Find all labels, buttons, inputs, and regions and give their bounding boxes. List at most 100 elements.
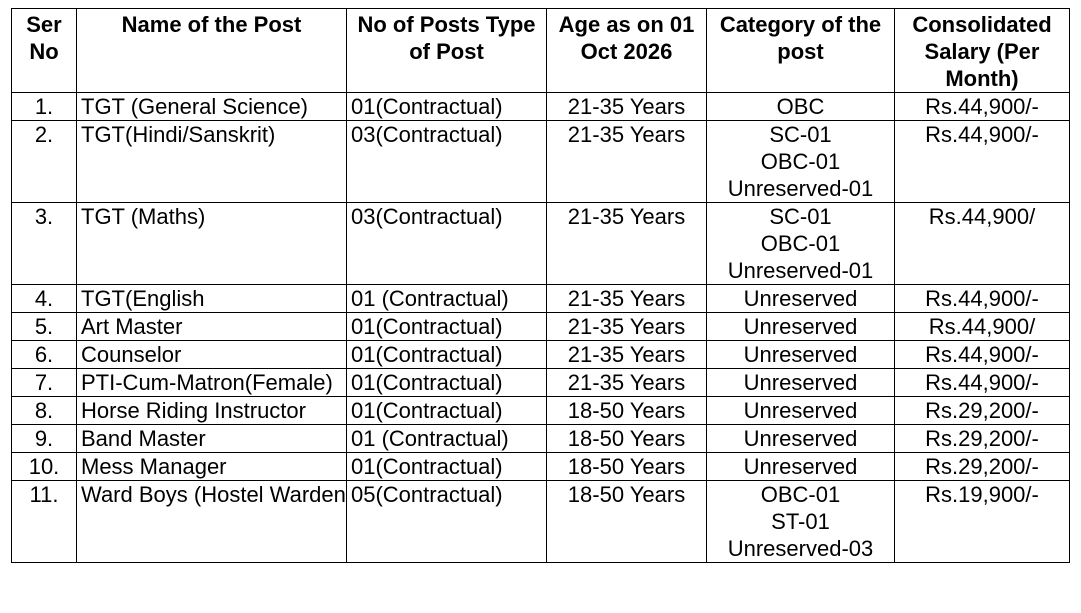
row-ser-no: 2. xyxy=(11,120,77,203)
category-line: Unreserved-01 xyxy=(727,176,874,201)
row-post-name: Mess Manager xyxy=(76,452,347,481)
row-salary: Rs.44,900/- xyxy=(894,92,1070,121)
row-category: Unreserved xyxy=(706,284,895,313)
row-post-name: TGT (General Science) xyxy=(76,92,347,121)
category-line: OBC-01 xyxy=(760,482,841,507)
table-row: 4. TGT(English 01 (Contractual) 21-35 Years… xyxy=(11,284,1070,313)
row-age: 21-35 Years xyxy=(546,120,707,203)
row-age: 21-35 Years xyxy=(546,92,707,121)
row-salary: Rs.29,200/- xyxy=(894,452,1070,481)
row-no-of-posts: 01(Contractual) xyxy=(346,452,547,481)
table-row: 5. Art Master 01(Contractual) 21-35 Years Un… xyxy=(11,312,1070,341)
row-salary: Rs.44,900/- xyxy=(894,340,1070,369)
row-ser-no: 10. xyxy=(11,452,77,481)
row-salary: Rs.44,900/- xyxy=(894,284,1070,313)
row-category: Unreserved xyxy=(706,452,895,481)
row-salary: Rs.29,200/- xyxy=(894,424,1070,453)
row-no-of-posts: 01(Contractual) xyxy=(346,368,547,397)
row-post-name: Band Master xyxy=(76,424,347,453)
category-line: Unreserved xyxy=(743,314,858,339)
header-post-name: Name of the Post xyxy=(76,8,347,93)
header-ser-no: Ser No xyxy=(11,8,77,93)
row-post-name: Horse Riding Instructor xyxy=(76,396,347,425)
header-no-of-posts: No of Posts Type of Post xyxy=(346,8,547,93)
row-ser-no: 5. xyxy=(11,312,77,341)
row-no-of-posts: 01(Contractual) xyxy=(346,312,547,341)
row-category: SC-01 OBC-01 Unreserved-01 xyxy=(706,202,895,285)
row-post-name: Counselor xyxy=(76,340,347,369)
row-no-of-posts: 03(Contractual) xyxy=(346,202,547,285)
row-age: 21-35 Years xyxy=(546,368,707,397)
row-salary: Rs.44,900/- xyxy=(894,120,1070,203)
category-line: Unreserved-01 xyxy=(727,258,874,283)
row-category: Unreserved xyxy=(706,340,895,369)
row-no-of-posts: 05(Contractual) xyxy=(346,480,547,563)
category-line: OBC xyxy=(776,94,825,119)
row-no-of-posts: 01 (Contractual) xyxy=(346,424,547,453)
row-age: 21-35 Years xyxy=(546,202,707,285)
row-category: Unreserved xyxy=(706,312,895,341)
row-ser-no: 6. xyxy=(11,340,77,369)
category-line: Unreserved xyxy=(743,398,858,423)
row-category: Unreserved xyxy=(706,396,895,425)
row-ser-no: 11. xyxy=(11,480,77,563)
table-row: 1. TGT (General Science) 01(Contractual) 21… xyxy=(11,92,1070,121)
row-age: 18-50 Years xyxy=(546,396,707,425)
header-age: Age as on 01 Oct 2026 xyxy=(546,8,707,93)
row-no-of-posts: 01(Contractual) xyxy=(346,396,547,425)
row-salary: Rs.44,900/ xyxy=(894,312,1070,341)
row-ser-no: 8. xyxy=(11,396,77,425)
row-ser-no: 3. xyxy=(11,202,77,285)
header-row: Ser No Name of the Post No of Posts Type… xyxy=(11,8,1070,93)
row-post-name: TGT(Hindi/Sanskrit) xyxy=(76,120,347,203)
table-row: 6. Counselor 01(Contractual) 21-35 Years Unr… xyxy=(11,340,1070,369)
header-salary: Consolidated Salary (Per Month) xyxy=(894,8,1070,93)
category-line: OBC-01 xyxy=(760,149,841,174)
header-category: Category of the post xyxy=(706,8,895,93)
row-salary: Rs.44,900/- xyxy=(894,368,1070,397)
row-post-name: PTI-Cum-Matron(Female) xyxy=(76,368,347,397)
row-no-of-posts: 01 (Contractual) xyxy=(346,284,547,313)
row-category: SC-01 OBC-01 Unreserved-01 xyxy=(706,120,895,203)
row-category: Unreserved xyxy=(706,424,895,453)
category-line: SC-01 xyxy=(769,122,832,147)
row-age: 18-50 Years xyxy=(546,452,707,481)
table-row: 7. PTI-Cum-Matron(Female) 01(Contractual) 2… xyxy=(11,368,1070,397)
row-ser-no: 4. xyxy=(11,284,77,313)
row-age: 21-35 Years xyxy=(546,284,707,313)
row-age: 18-50 Years xyxy=(546,424,707,453)
row-category: OBC-01 ST-01 Unreserved-03 xyxy=(706,480,895,563)
table-row: 8. Horse Riding Instructor 01(Contractual)… xyxy=(11,396,1070,425)
category-line: OBC-01 xyxy=(760,231,841,256)
row-age: 21-35 Years xyxy=(546,340,707,369)
row-age: 18-50 Years xyxy=(546,480,707,563)
category-line: ST-01 xyxy=(771,509,830,534)
category-line: Unreserved xyxy=(743,454,858,479)
row-category: OBC xyxy=(706,92,895,121)
table-row: 3. TGT (Maths) 03(Contractual) 21-35 Years S… xyxy=(11,202,1070,285)
row-salary: Rs.29,200/- xyxy=(894,396,1070,425)
category-line: Unreserved-03 xyxy=(727,536,874,561)
table-row: 2. TGT(Hindi/Sanskrit) 03(Contractual) 21-3… xyxy=(11,120,1070,203)
row-ser-no: 7. xyxy=(11,368,77,397)
row-post-name: Ward Boys (Hostel Warden) xyxy=(76,480,347,563)
table-row: 10. Mess Manager 01(Contractual) 18-50 Year… xyxy=(11,452,1070,481)
row-salary: Rs.44,900/ xyxy=(894,202,1070,285)
row-ser-no: 9. xyxy=(11,424,77,453)
row-no-of-posts: 01(Contractual) xyxy=(346,340,547,369)
row-post-name: TGT (Maths) xyxy=(76,202,347,285)
table-row: 9. Band Master 01 (Contractual) 18-50 Years… xyxy=(11,424,1070,453)
row-post-name: TGT(English xyxy=(76,284,347,313)
row-no-of-posts: 03(Contractual) xyxy=(346,120,547,203)
category-line: Unreserved xyxy=(743,370,858,395)
row-category: Unreserved xyxy=(706,368,895,397)
category-line: Unreserved xyxy=(743,286,858,311)
table-row: 11. Ward Boys (Hostel Warden) 05(Contractu… xyxy=(11,480,1070,563)
category-line: Unreserved xyxy=(743,426,858,451)
category-line: Unreserved xyxy=(743,342,858,367)
row-ser-no: 1. xyxy=(11,92,77,121)
row-age: 21-35 Years xyxy=(546,312,707,341)
posts-table: Ser No Name of the Post No of Posts Type… xyxy=(11,8,1070,563)
row-salary: Rs.19,900/- xyxy=(894,480,1070,563)
row-no-of-posts: 01(Contractual) xyxy=(346,92,547,121)
